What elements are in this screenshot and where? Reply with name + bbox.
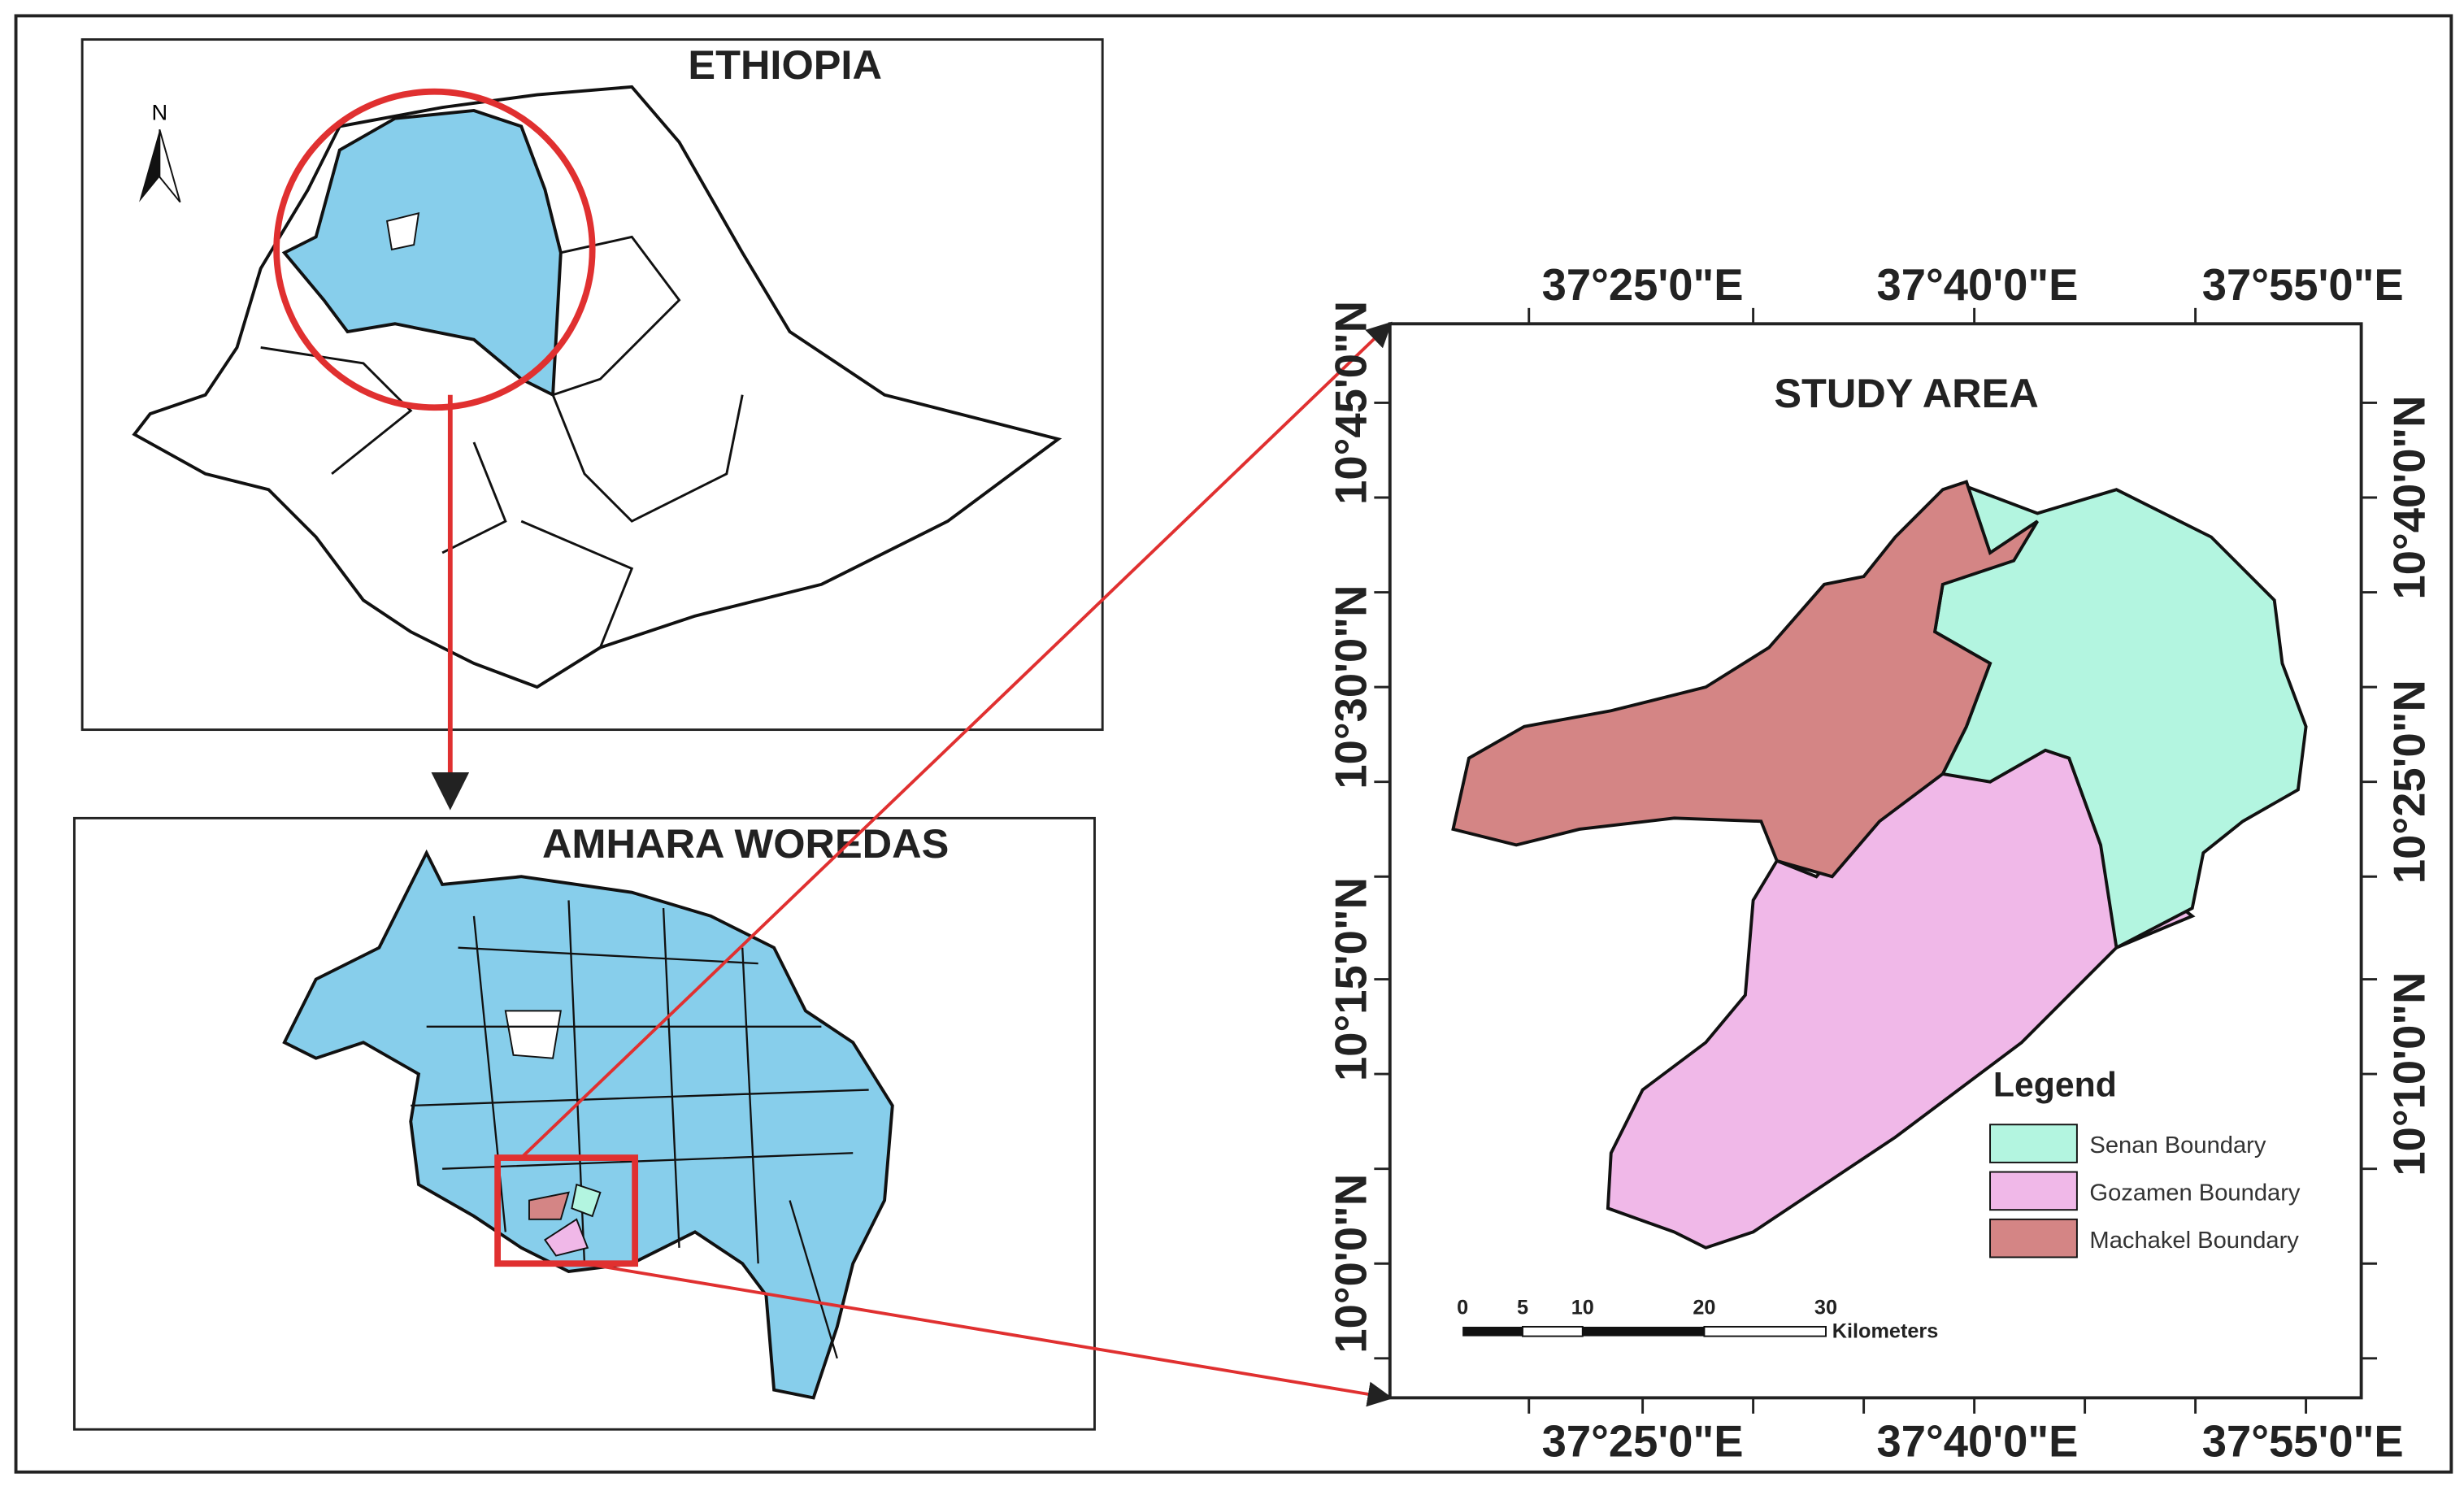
longitude-label: 37°40'0"E [1877,1416,2079,1466]
panel-title: ETHIOPIA [688,41,882,88]
north-arrow [159,129,181,203]
highlight-box [494,1154,639,1267]
machakel-small [528,1191,570,1220]
machakel-area [1451,480,2039,879]
legend-label: Machakel Boundary [2089,1228,2299,1254]
highlight-circle [273,88,596,411]
amhara-woredas [282,849,894,1400]
latitude-label: 10°10'0"N [2384,972,2434,1176]
longitude-label: 37°25'0"E [1542,260,1744,310]
lake-tana [385,211,420,251]
latitude-label: 10°40'0"N [2384,396,2434,600]
scale-bar [1462,1325,1827,1337]
woreda-borders [411,900,869,1359]
scale-tick: 20 [1693,1296,1715,1319]
longitude-label: 37°55'0"E [2202,1416,2404,1466]
connector [519,321,1393,1159]
latitude-label: 10°30'0"N [1327,585,1376,789]
panel-title: STUDY AREA [1774,370,2039,416]
latitude-label: 10°0'0"N [1327,1174,1376,1354]
longitude-label: 37°40'0"E [1877,260,2079,310]
legend-label: Senan Boundary [2089,1132,2266,1158]
outer-border [14,14,2453,1474]
scale-tick: 30 [1814,1296,1837,1319]
north-label: N [152,100,168,125]
legend-title: Legend [1993,1065,2117,1104]
scale-tick: 10 [1571,1296,1594,1319]
scale-tick: 0 [1457,1296,1468,1319]
latitude-label: 10°25'0"N [2384,680,2434,884]
graticule-ticks [1374,307,2378,1414]
legend-label: Gozamen Boundary [2089,1180,2300,1206]
scale-unit: Kilometers [1832,1320,1939,1343]
region-borders [260,235,744,649]
scale-tick: 5 [1517,1296,1528,1319]
connector [584,1262,1393,1407]
latitude-label: 10°15'0"N [1327,877,1376,1081]
longitude-label: 37°55'0"E [2202,260,2404,310]
panel-title: AMHARA WOREDAS [542,820,949,867]
latitude-label: 10°45'0"N [1327,301,1376,505]
senan-small [571,1183,602,1218]
gozamen-small [544,1218,589,1257]
north-arrow [139,129,160,202]
legend-swatch [1989,1124,2078,1163]
legend-swatch [1989,1218,2078,1258]
legend-swatch [1989,1171,2078,1211]
lake-tana [504,1010,562,1059]
longitude-label: 37°25'0"E [1542,1416,1744,1466]
